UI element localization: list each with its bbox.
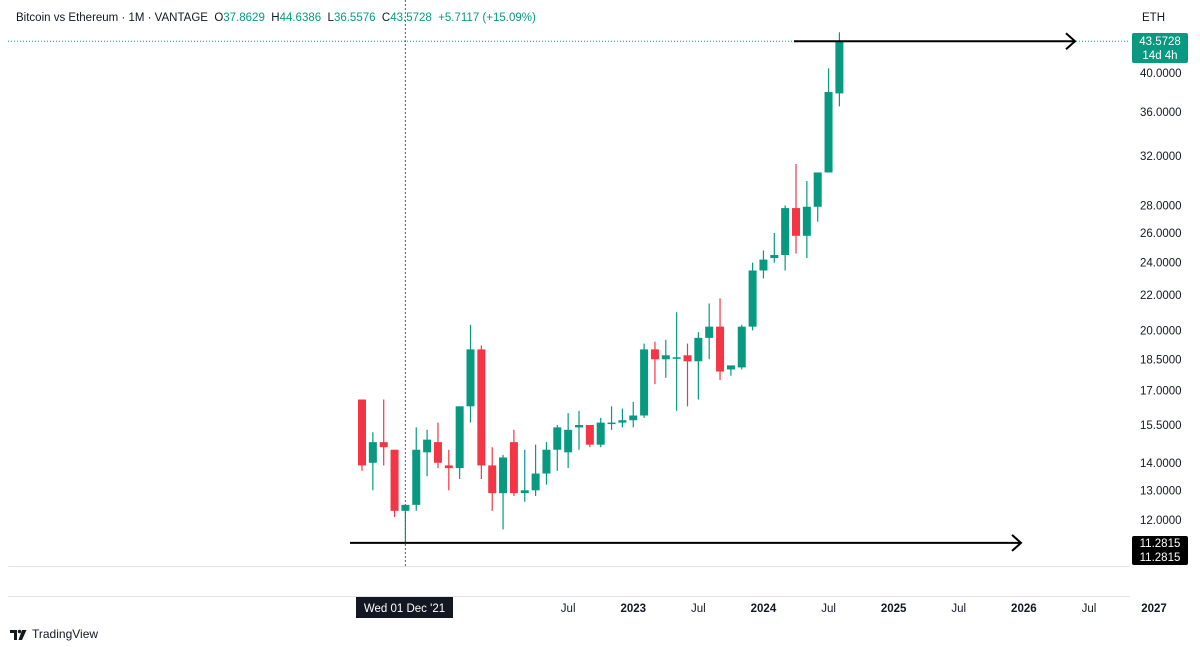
y-tick-label: 40.0000 xyxy=(1140,68,1182,80)
candle-body[interactable] xyxy=(379,442,388,448)
x-tick-label: Jul xyxy=(821,603,836,615)
low-price-badge xyxy=(1132,536,1188,565)
x-tick-label: Jul xyxy=(1082,603,1097,615)
candle-body[interactable] xyxy=(640,349,649,416)
y-tick-label: 18.5000 xyxy=(1140,354,1182,366)
y-tick-label: 12.0000 xyxy=(1140,515,1182,527)
candle-body[interactable] xyxy=(737,326,746,368)
x-tick-year-label: 2024 xyxy=(751,603,777,615)
x-tick-year-label: 2027 xyxy=(1141,603,1167,615)
y-tick-label: 36.0000 xyxy=(1140,107,1182,119)
last-price-badge xyxy=(1132,33,1188,63)
tradingview-logo-icon xyxy=(10,629,27,640)
tradingview-brand[interactable]: TradingView xyxy=(10,627,98,641)
candle-body[interactable] xyxy=(716,326,725,372)
candle-body[interactable] xyxy=(368,442,377,463)
candle-body[interactable] xyxy=(455,406,464,469)
candle-body[interactable] xyxy=(802,206,811,236)
legend-close-value: 43.5728 xyxy=(390,12,432,24)
candle-body[interactable] xyxy=(401,504,410,511)
legend-open-value: 37.8629 xyxy=(223,12,265,24)
candle-body[interactable] xyxy=(748,270,757,327)
candle-body[interactable] xyxy=(759,259,768,271)
y-tick-label: 32.0000 xyxy=(1140,151,1182,163)
x-tick-label: Jul xyxy=(951,603,966,615)
candle-body[interactable] xyxy=(358,399,366,466)
candle-body[interactable] xyxy=(488,465,497,494)
candle-body[interactable] xyxy=(423,439,432,453)
y-tick-label: 14.0000 xyxy=(1140,458,1182,470)
x-tick-year-label: 2023 xyxy=(620,603,646,615)
legend-high-value: 44.6386 xyxy=(279,12,322,24)
support-arrow xyxy=(350,534,1023,552)
candle-body[interactable] xyxy=(781,208,790,255)
candle-body[interactable] xyxy=(726,365,735,370)
candle-body[interactable] xyxy=(661,355,670,360)
candle-body[interactable] xyxy=(575,424,583,428)
candle-body[interactable] xyxy=(629,415,638,421)
legend-change-value: +5.7117 (+15.09%) xyxy=(438,12,536,24)
candle-body[interactable] xyxy=(520,490,529,494)
legend-high-label: H xyxy=(271,12,280,24)
candle-body[interactable] xyxy=(412,449,421,505)
y-tick-label: 15.5000 xyxy=(1140,420,1182,432)
y-tick-label: 28.0000 xyxy=(1140,200,1182,212)
candle-body[interactable] xyxy=(672,357,681,359)
y-tick-label: 13.0000 xyxy=(1140,485,1182,497)
x-tick-label: Jul xyxy=(691,603,706,615)
candle-body[interactable] xyxy=(477,349,486,466)
low-price-badge-value-1: 11.2815 xyxy=(1140,538,1181,550)
legend-symbol[interactable]: Bitcoin vs Ethereum · 1M · VANTAGE xyxy=(16,12,208,24)
y-tick-label: 26.0000 xyxy=(1140,228,1182,240)
y-tick-label: 17.0000 xyxy=(1140,386,1182,398)
candle-body[interactable] xyxy=(683,355,692,362)
crosshair-date-label: Wed 01 Dec '21 xyxy=(364,603,445,615)
last-price-badge-value: 43.5728 xyxy=(1139,36,1181,48)
x-tick-label: Jul xyxy=(561,603,576,615)
candle-body[interactable] xyxy=(824,92,833,173)
y-tick-label: 20.0000 xyxy=(1140,325,1182,337)
candle-body[interactable] xyxy=(770,254,779,259)
candle-body[interactable] xyxy=(390,449,399,511)
candle-body[interactable] xyxy=(444,465,453,469)
legend-open-label: O xyxy=(214,12,224,24)
candle-body[interactable] xyxy=(499,457,508,494)
bar-countdown-value: 14d 4h xyxy=(1142,50,1177,62)
candle-body[interactable] xyxy=(531,473,540,491)
low-price-badge-value-2: 11.2815 xyxy=(1140,552,1181,564)
chart-legend: Bitcoin vs Ethereum · 1M · VANTAGE O37.8… xyxy=(16,12,536,24)
candle-body[interactable] xyxy=(542,449,551,474)
candle-body[interactable] xyxy=(607,422,616,425)
legend-close-label: C xyxy=(381,12,391,24)
candle-body[interactable] xyxy=(433,442,442,463)
candle-body[interactable] xyxy=(564,429,573,453)
candle-body[interactable] xyxy=(650,349,659,360)
x-tick-year-label: 2025 xyxy=(881,603,907,615)
price-axis-unit: ETH xyxy=(1142,12,1165,24)
candle-body[interactable] xyxy=(694,337,703,362)
candle-body[interactable] xyxy=(585,424,594,445)
resistance-arrow xyxy=(794,32,1077,50)
candle-body[interactable] xyxy=(618,420,627,423)
crosshair-date-badge xyxy=(356,597,453,618)
candle-body[interactable] xyxy=(553,427,562,450)
candle-body[interactable] xyxy=(509,442,518,494)
candle-body[interactable] xyxy=(792,208,800,236)
candle-body[interactable] xyxy=(705,326,714,338)
arrow-head xyxy=(1011,534,1023,552)
candle-body[interactable] xyxy=(466,349,475,407)
brand-label: TradingView xyxy=(32,627,99,641)
y-tick-label: 24.0000 xyxy=(1140,258,1182,270)
x-tick-year-label: 2026 xyxy=(1011,603,1037,615)
legend-low-value: 36.5576 xyxy=(333,12,376,24)
arrow-head xyxy=(1065,32,1077,50)
legend-low-label: L xyxy=(327,12,334,24)
candle-body[interactable] xyxy=(813,172,822,207)
y-tick-label: 22.0000 xyxy=(1140,290,1182,302)
candle-body[interactable] xyxy=(596,422,605,445)
candle-body[interactable] xyxy=(835,41,844,94)
